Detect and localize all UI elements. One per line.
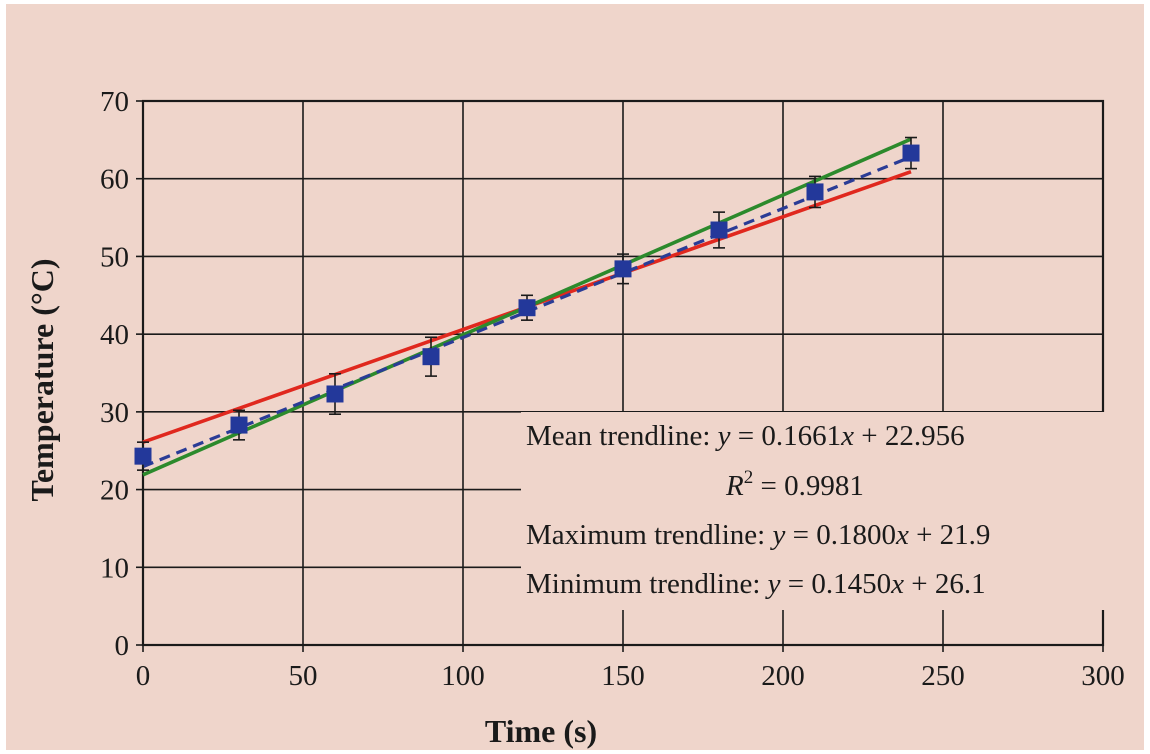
x-axis-title: Time (s) xyxy=(485,713,597,749)
mean-trendline-annotation: Mean trendline: y = 0.1661x + 22.956 xyxy=(526,420,965,452)
x-tick-label-0: 0 xyxy=(136,660,151,692)
data-points xyxy=(134,144,920,465)
data-point-1 xyxy=(230,416,248,434)
y-tick-label-2: 20 xyxy=(100,475,129,507)
data-point-2 xyxy=(326,385,344,403)
r-squared-annotation: R2 = 0.9981 xyxy=(725,467,864,502)
maximum-trendline-annotation: Maximum trendline: y = 0.1800x + 21.9 xyxy=(526,519,990,551)
y-tick-label-7: 70 xyxy=(100,86,129,118)
data-point-6 xyxy=(710,221,728,239)
annotation-background xyxy=(521,412,1106,610)
x-tick-label-3: 150 xyxy=(601,660,645,692)
data-point-4 xyxy=(518,299,536,317)
y-tick-label-1: 10 xyxy=(100,552,129,584)
x-tick-label-5: 250 xyxy=(921,660,965,692)
data-point-5 xyxy=(614,260,632,278)
y-tick-label-4: 40 xyxy=(100,319,129,351)
y-tick-label-3: 30 xyxy=(100,397,129,429)
x-tick-label-2: 100 xyxy=(441,660,485,692)
y-axis-title: Temperature (°C) xyxy=(24,259,60,502)
data-point-0 xyxy=(134,447,152,465)
x-tick-label-1: 50 xyxy=(289,660,318,692)
tick-labels: 0 50 100 150 200 250 300 0 10 20 30 40 50 60 70 xyxy=(100,86,1125,692)
trendline-annotations: Mean trendline: y = 0.1661x + 22.956 R2 … xyxy=(521,412,1106,610)
data-point-7 xyxy=(806,183,824,201)
y-tick-label-0: 0 xyxy=(115,630,130,662)
x-tick-label-6: 300 xyxy=(1081,660,1125,692)
minimum-trendline-annotation: Minimum trendline: y = 0.1450x + 26.1 xyxy=(526,568,986,600)
data-point-3 xyxy=(422,348,440,366)
y-tick-label-5: 50 xyxy=(100,241,129,273)
x-tick-label-4: 200 xyxy=(761,660,805,692)
y-tick-label-6: 60 xyxy=(100,164,129,196)
chart: 0 50 100 150 200 250 300 0 10 20 30 40 50 60 70 Time (… xyxy=(24,86,1125,749)
data-point-8 xyxy=(902,144,920,162)
chart-frame: 0 50 100 150 200 250 300 0 10 20 30 40 50 60 70 Time (… xyxy=(6,4,1144,750)
